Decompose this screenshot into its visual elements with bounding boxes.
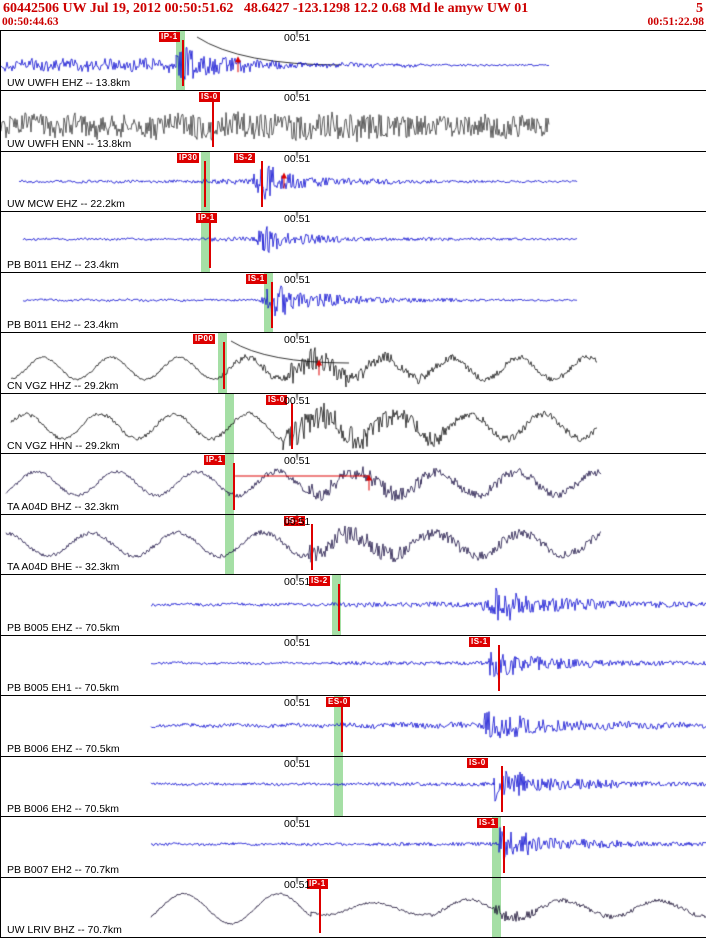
minute-label: 00:51 [284,394,311,407]
station-label: CN VGZ HHN -- 29.2km [7,440,120,453]
minute-label: 00:51 [284,697,311,710]
minute-label: 00:51 [284,213,311,226]
window-end-time: 00:51:22.98 [647,16,704,28]
minute-label: 00:51 [284,273,311,286]
waveform-canvas[interactable] [1,151,706,211]
phase-pick-flag[interactable]: IS-2 [309,576,330,587]
waveform-canvas[interactable] [1,877,706,937]
station-label: PB B005 EH1 -- 70.5km [7,682,120,695]
seismogram-trace-row[interactable]: IS-1 00:51 TA A04D BHE -- 32.3km [1,514,706,576]
seismogram-trace-row[interactable]: IS-0 00:51 CN VGZ HHN -- 29.2km [1,393,706,455]
waveform-canvas[interactable] [1,212,706,272]
station-label: UW LRIV BHZ -- 70.7km [7,924,122,937]
phase-pick-flag[interactable]: ES-0 [326,697,350,708]
phase-pick-flag[interactable]: IP-1 [307,878,328,889]
phase-pick-flag[interactable]: IP30 [177,152,200,163]
seismogram-trace-row[interactable]: IS-1 00:51 PB B005 EH1 -- 70.5km [1,635,706,697]
phase-pick-flag[interactable]: IS-1 [284,515,305,526]
phase-pick-flag[interactable]: IS-2 [234,152,255,163]
station-label: PB B006 EH2 -- 70.5km [7,803,120,816]
station-label: TA A04D BHE -- 32.3km [7,561,120,574]
seismogram-trace-row[interactable]: IP-1 00:51 TA A04D BHZ -- 32.3km [1,454,706,515]
waveform-canvas[interactable] [1,91,706,151]
station-label: UW UWFH ENN -- 13.8km [7,137,132,150]
phase-pick-flag[interactable]: IS-0 [199,92,220,103]
waveform-canvas[interactable] [1,393,706,453]
station-label: UW UWFH EHZ -- 13.8km [7,77,131,90]
minute-label: 00:51 [284,818,311,831]
seismogram-trace-row[interactable]: IS-0 00:51 UW UWFH ENN -- 13.8km [1,91,706,152]
seismogram-trace-row[interactable]: IP30 IS-2 00:51 UW MCW EHZ -- 22.2km [1,151,706,213]
seismogram-trace-row[interactable]: IS-1 00:51 PB B011 EH2 -- 23.4km [1,272,706,334]
phase-pick-flag[interactable]: IP-1 [159,32,180,42]
phase-pick-flag[interactable]: IP-1 [196,213,217,224]
seismogram-trace-row[interactable]: IP-1 00:51 UW LRIV BHZ -- 70.7km [1,877,706,938]
station-label: PB B011 EHZ -- 23.4km [7,258,119,271]
station-label: CN VGZ HHZ -- 29.2km [7,379,119,392]
seismogram-trace-row[interactable]: IS-0 00:51 PB B006 EH2 -- 70.5km [1,756,706,818]
seismogram-trace-row[interactable]: IP-1 00:51 PB B011 EHZ -- 23.4km [1,212,706,273]
window-start-time: 00:50:44.63 [2,16,59,28]
seismogram-trace-row[interactable]: ES-0 00:51 PB B006 EHZ -- 70.5km [1,696,706,757]
event-title-line: 60442506 UW Jul 19, 2012 00:50:51.62 48.… [0,1,706,16]
waveform-canvas[interactable] [1,756,706,816]
seismogram-trace-row[interactable]: IS-1 00:51 PB B007 EH2 -- 70.7km [1,817,706,878]
minute-label: 00:51 [284,636,311,649]
minute-label: 00:51 [284,152,311,165]
time-window-line: 00:50:44.63 00:51:22.98 [0,16,706,29]
waveform-canvas[interactable] [1,454,706,514]
waveform-canvas[interactable] [1,635,706,695]
station-label: UW MCW EHZ -- 22.2km [7,198,125,211]
minute-label: 00:51 [284,455,311,468]
phase-pick-flag[interactable]: IS-1 [469,636,490,647]
minute-label: 00:51 [284,92,311,105]
phase-pick-flag[interactable]: IS-1 [477,818,498,829]
waveform-canvas[interactable] [1,31,706,90]
minute-label: 00:51 [284,576,311,589]
station-label: PB B007 EH2 -- 70.7km [7,863,120,876]
minute-label: 00:51 [284,32,311,44]
event-summary: 60442506 UW Jul 19, 2012 00:50:51.62 48.… [3,1,529,16]
waveform-canvas[interactable] [1,514,706,574]
trace-stack: IP-1 00:51 UW UWFH EHZ -- 13.8km IS-0 00… [0,30,706,938]
minute-label: 00:51 [284,515,311,528]
event-header: 60442506 UW Jul 19, 2012 00:50:51.62 48.… [0,0,706,30]
phase-pick-flag[interactable]: IS-0 [266,394,287,405]
phase-pick-flag[interactable]: IS-0 [467,757,488,768]
waveform-canvas[interactable] [1,696,706,756]
waveform-canvas[interactable] [1,333,706,393]
minute-label: 00:51 [284,878,311,891]
phase-pick-flag[interactable]: IP-1 [204,455,225,466]
waveform-canvas[interactable] [1,817,706,877]
station-label: PB B006 EHZ -- 70.5km [7,742,120,755]
station-label: PB B005 EHZ -- 70.5km [7,621,120,634]
waveform-canvas[interactable] [1,575,706,635]
waveform-canvas[interactable] [1,272,706,332]
phase-pick-flag[interactable]: IS-1 [246,273,267,284]
minute-label: 00:51 [284,757,311,770]
seismogram-trace-row[interactable]: IS-2 00:51 PB B005 EHZ -- 70.5km [1,575,706,636]
seismogram-trace-row[interactable]: IP00 00:51 CN VGZ HHZ -- 29.2km [1,333,706,394]
station-label: PB B011 EH2 -- 23.4km [7,319,119,332]
station-label: TA A04D BHZ -- 32.3km [7,500,119,513]
seismogram-trace-row[interactable]: IP-1 00:51 UW UWFH EHZ -- 13.8km [1,31,706,92]
phase-pick-flag[interactable]: IP00 [193,334,216,345]
event-title-right: 5 [696,1,703,16]
minute-label: 00:51 [284,334,311,347]
